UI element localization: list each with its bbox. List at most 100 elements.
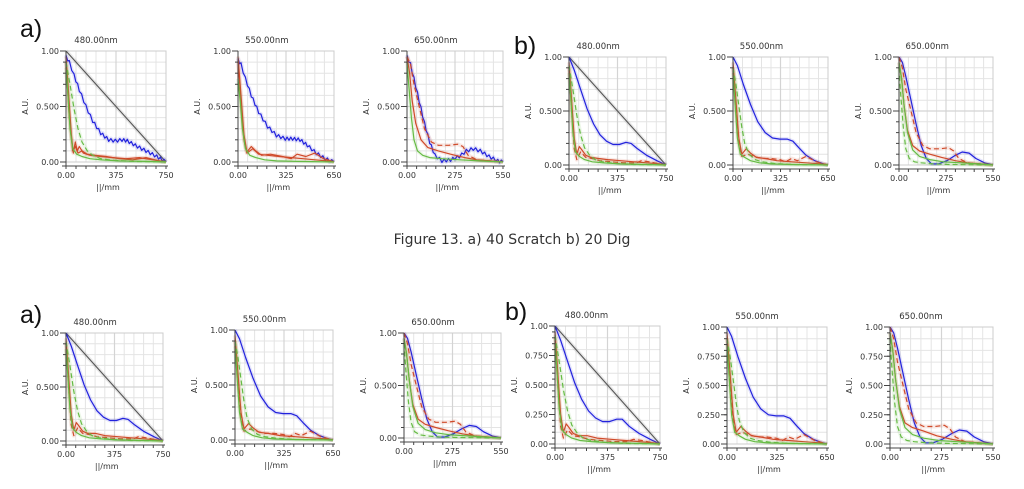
series-line-green-solid (898, 62, 994, 166)
series-line-red-dashed (554, 337, 661, 445)
x-tick-label: 0.00 (724, 174, 742, 183)
y-tick-label: 0.00 (708, 161, 726, 170)
x-tick-label: 325 (773, 174, 788, 183)
y-tick-label: 1.00 (41, 47, 59, 56)
series-line-green-solid (234, 346, 334, 441)
y-tick-label: 0.00 (702, 440, 720, 449)
series-line-green-solid (889, 332, 994, 445)
chart-title: 650.00nm (414, 36, 457, 46)
y-tick-label: 0.500 (377, 103, 400, 112)
panel-label-row2-b: b) (505, 298, 528, 326)
series-line-green-solid (65, 67, 167, 163)
series-line-blue-mtf (568, 56, 667, 166)
y-tick-label: 0.250 (860, 411, 883, 420)
y-tick-label: 1.00 (379, 329, 397, 338)
series-line-blue-mtf (726, 326, 828, 445)
x-tick-label: 750 (158, 171, 173, 180)
series-line-green-dashed (898, 67, 994, 166)
mtf-chart-r1b650: 0.00 0.500 1.00 0.00 275 550 650.00nm ||/mm A.U. (854, 42, 1001, 195)
x-axis-label: ||/mm (757, 465, 781, 474)
series-line-red-dashed (889, 326, 994, 445)
y-tick-label: 0.00 (865, 440, 883, 449)
y-tick-label: 0.500 (525, 381, 548, 390)
y-tick-label: 0.500 (36, 383, 59, 392)
y-tick-label: 0.00 (530, 440, 548, 449)
y-axis-label: A.U. (854, 103, 863, 119)
y-tick-label: 1.00 (41, 329, 59, 338)
series-line-red-dashed (726, 338, 828, 445)
y-axis-label: A.U. (845, 377, 854, 393)
mtf-chart-r2b550: 0.00 0.250 0.500 0.750 1.00 0.00 325 650 550.00n… (682, 312, 835, 474)
y-tick-label: 0.500 (374, 382, 397, 391)
series-line-green-solid (568, 73, 667, 166)
x-axis-label: ||/mm (266, 183, 290, 192)
mtf-chart-r1b550: 0.00 0.500 1.00 0.00 325 650 550.00nm ||/mm A.U. (688, 42, 836, 195)
series-line-red-dashed (732, 67, 829, 166)
x-tick-label: 0.00 (398, 171, 416, 180)
x-axis-label: ||/mm (927, 186, 951, 195)
x-tick-label: 550 (985, 174, 1000, 183)
series-line-green-solid (403, 338, 502, 439)
series-line-green-dashed (568, 65, 667, 166)
x-tick-label: 550 (985, 453, 1000, 462)
x-axis-label: ||/mm (264, 461, 288, 470)
x-tick-label: 325 (769, 453, 784, 462)
y-axis-label: A.U. (193, 98, 202, 114)
panel-label-row2-a: a) (20, 301, 43, 329)
series-line-green-dashed (554, 335, 661, 445)
y-axis-label: A.U. (21, 379, 30, 395)
mtf-chart-r1a480: 0.00 0.500 1.00 0.00 375 750 480.00nm ||/mm A.U. (21, 36, 174, 192)
series-line-red-1 (568, 62, 667, 166)
series-line-diffraction-limit (554, 325, 661, 445)
panel-label-row1-a: a) (20, 15, 43, 43)
chart-title: 550.00nm (245, 36, 288, 46)
chart-title: 650.00nm (905, 42, 948, 52)
y-tick-label: 0.00 (874, 161, 892, 170)
series-line-red-1 (65, 338, 164, 442)
y-tick-label: 0.750 (860, 352, 883, 361)
mtf-chart-r2b650: 0.00 0.250 0.500 0.750 1.00 0.00 275 550 650.00n… (845, 312, 1001, 474)
y-tick-label: 0.500 (860, 382, 883, 391)
mtf-chart-r2a650: 0.00 0.500 1.00 0.00 275 550 650.00nm ||/mm A.U. (359, 318, 509, 468)
x-tick-label: 275 (447, 171, 462, 180)
series-line-diffraction-limit (65, 50, 167, 163)
y-tick-label: 0.00 (41, 437, 59, 446)
y-tick-label: 0.00 (382, 158, 400, 167)
x-tick-label: 650 (820, 174, 835, 183)
x-tick-label: 325 (278, 171, 293, 180)
y-tick-label: 1.00 (530, 322, 548, 331)
y-tick-label: 0.750 (525, 352, 548, 361)
y-tick-label: 1.00 (702, 323, 720, 332)
x-tick-label: 0.00 (57, 171, 75, 180)
y-tick-label: 1.00 (213, 47, 231, 56)
x-axis-label: ||/mm (761, 186, 785, 195)
x-tick-label: 275 (938, 174, 953, 183)
y-axis-label: A.U. (21, 98, 30, 114)
series-line-green-solid (406, 62, 504, 163)
x-tick-label: 0.00 (560, 174, 578, 183)
series-line-green-dashed (65, 341, 164, 442)
y-tick-label: 0.500 (703, 107, 726, 116)
y-tick-label: 0.500 (697, 382, 720, 391)
x-tick-label: 0.00 (546, 453, 564, 462)
series-line-green-dashed (234, 340, 334, 441)
x-tick-label: 550 (495, 171, 510, 180)
series-line-blue-mtf (234, 329, 334, 441)
x-tick-label: 650 (325, 449, 340, 458)
x-tick-label: 375 (610, 174, 625, 183)
y-axis-label: A.U. (524, 103, 533, 119)
y-axis-label: A.U. (510, 377, 519, 393)
x-tick-label: 0.00 (226, 449, 244, 458)
y-tick-label: 1.00 (865, 323, 883, 332)
series-line-green-dashed (726, 338, 828, 445)
y-tick-label: 1.00 (708, 53, 726, 62)
y-tick-label: 0.00 (379, 434, 397, 443)
y-tick-label: 0.00 (544, 161, 562, 170)
mtf-chart-r2b480: 0.00 0.250 0.500 0.750 1.00 0.00 375 750 480.00n… (510, 311, 668, 474)
series-line-red-1 (554, 331, 661, 445)
x-tick-label: 375 (108, 171, 123, 180)
series-line-green-solid (237, 78, 335, 163)
x-tick-label: 0.00 (229, 171, 247, 180)
series-line-diffraction-limit (568, 56, 667, 166)
series-line-red-dashed (234, 340, 334, 441)
